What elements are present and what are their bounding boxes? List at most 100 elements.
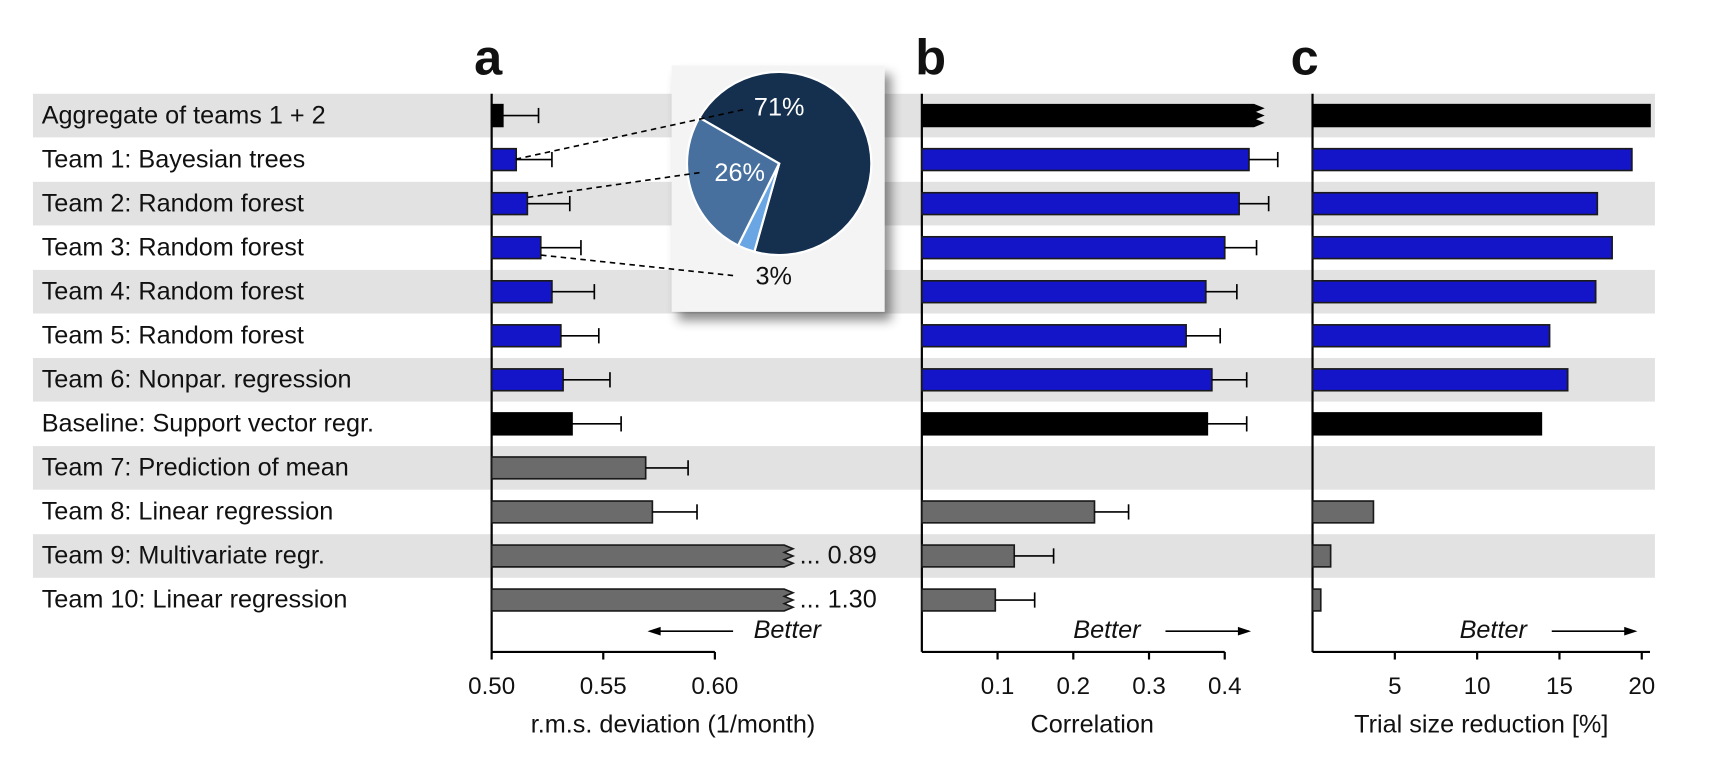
better-label: Better xyxy=(1073,616,1142,644)
row-label: Team 3: Random forest xyxy=(42,233,304,261)
better-arrowhead xyxy=(647,626,661,636)
x-tick-label: 0.60 xyxy=(691,673,738,700)
bar xyxy=(1311,544,1332,568)
error-bar xyxy=(1014,548,1055,564)
pie-slice xyxy=(697,70,873,257)
x-tick-label: 0.2 xyxy=(1057,673,1091,700)
bar xyxy=(921,103,1265,128)
bar xyxy=(1311,324,1551,348)
bar xyxy=(1311,588,1322,612)
bar xyxy=(490,147,518,172)
bar xyxy=(1311,280,1597,304)
bar xyxy=(1311,191,1599,216)
x-axis-label: r.m.s. deviation (1/month) xyxy=(531,711,816,739)
better-arrowhead xyxy=(1237,626,1252,636)
value-label: ... 0.89 xyxy=(800,542,877,570)
bar xyxy=(1311,103,1651,128)
better-label: Better xyxy=(754,616,823,644)
value-label: ... 1.30 xyxy=(800,586,877,614)
bar xyxy=(490,235,542,260)
bar xyxy=(490,412,573,436)
row-label: Team 2: Random forest xyxy=(42,189,304,217)
x-tick-label: 20 xyxy=(1628,673,1655,700)
bar xyxy=(490,191,529,216)
panel-letter: a xyxy=(474,28,503,85)
bar xyxy=(921,280,1207,304)
bar xyxy=(1311,500,1375,524)
bar xyxy=(490,500,654,524)
error-bar xyxy=(1239,196,1270,212)
bar xyxy=(921,588,997,612)
error-bar xyxy=(1094,504,1130,520)
bar xyxy=(921,147,1250,172)
pie-label: 3% xyxy=(755,263,791,291)
error-bar xyxy=(560,328,600,344)
bar xyxy=(1311,147,1633,172)
row-label: Team 5: Random forest xyxy=(42,322,304,350)
pie-label: 71% xyxy=(754,94,804,122)
better-arrowhead xyxy=(1624,626,1638,636)
error-bar xyxy=(1207,416,1248,432)
x-tick-label: 0.50 xyxy=(468,673,515,700)
row-label: Team 9: Multivariate regr. xyxy=(42,542,325,570)
bar xyxy=(490,588,796,612)
error-bar xyxy=(563,372,611,388)
pie-slice xyxy=(736,163,781,254)
error-bar xyxy=(652,504,698,520)
error-bar xyxy=(572,416,622,432)
error-bar xyxy=(516,151,553,168)
error-bar xyxy=(502,107,540,124)
bar xyxy=(490,456,647,480)
bar xyxy=(1311,368,1569,392)
bar xyxy=(1311,412,1543,436)
better-label: Better xyxy=(1460,616,1529,644)
row-label: Team 1: Bayesian trees xyxy=(42,145,306,173)
x-tick-label: 0.55 xyxy=(580,673,627,700)
error-bar xyxy=(551,284,596,300)
error-bar xyxy=(540,240,582,256)
bar xyxy=(921,324,1187,348)
error-bar xyxy=(1186,328,1222,344)
error-bar xyxy=(1211,372,1248,388)
row-label: Team 10: Linear regression xyxy=(42,586,348,614)
x-axis-label: Correlation xyxy=(1031,711,1154,739)
bar xyxy=(490,324,562,348)
row-label: Baseline: Support vector regr. xyxy=(42,410,374,438)
x-tick-label: 5 xyxy=(1388,673,1401,700)
bar xyxy=(921,544,1016,568)
bar xyxy=(921,191,1240,216)
connector xyxy=(540,254,736,277)
row-label: Team 7: Prediction of mean xyxy=(42,454,349,482)
error-bar xyxy=(1224,240,1258,256)
error-bar xyxy=(1248,151,1279,168)
bar xyxy=(921,368,1213,392)
x-tick-label: 0.4 xyxy=(1208,673,1242,700)
bar xyxy=(490,280,553,304)
row-label: Aggregate of teams 1 + 2 xyxy=(42,101,326,129)
bar xyxy=(490,544,796,568)
error-bar xyxy=(527,196,571,212)
pie-slice xyxy=(685,116,781,248)
row-label: Team 4: Random forest xyxy=(42,278,304,306)
panel-letter: c xyxy=(1291,28,1319,85)
x-axis-label: Trial size reduction [%] xyxy=(1354,711,1608,739)
bar xyxy=(1311,235,1613,260)
x-tick-label: 15 xyxy=(1546,673,1573,700)
bar xyxy=(921,500,1096,524)
row-label: Team 8: Linear regression xyxy=(42,498,334,526)
x-tick-label: 0.1 xyxy=(981,673,1015,700)
bar xyxy=(921,235,1226,260)
error-bar xyxy=(1205,284,1238,300)
x-tick-label: 10 xyxy=(1464,673,1491,700)
row-label: Team 6: Nonpar. regression xyxy=(42,366,352,394)
bar xyxy=(921,412,1209,436)
error-bar xyxy=(645,460,689,476)
error-bar xyxy=(995,592,1036,608)
row-stripe xyxy=(32,446,1655,490)
x-tick-label: 0.3 xyxy=(1132,673,1166,700)
bar xyxy=(490,103,504,128)
pie-label: 26% xyxy=(714,159,764,187)
row-stripe xyxy=(32,534,1655,578)
panel-letter: b xyxy=(915,28,946,85)
